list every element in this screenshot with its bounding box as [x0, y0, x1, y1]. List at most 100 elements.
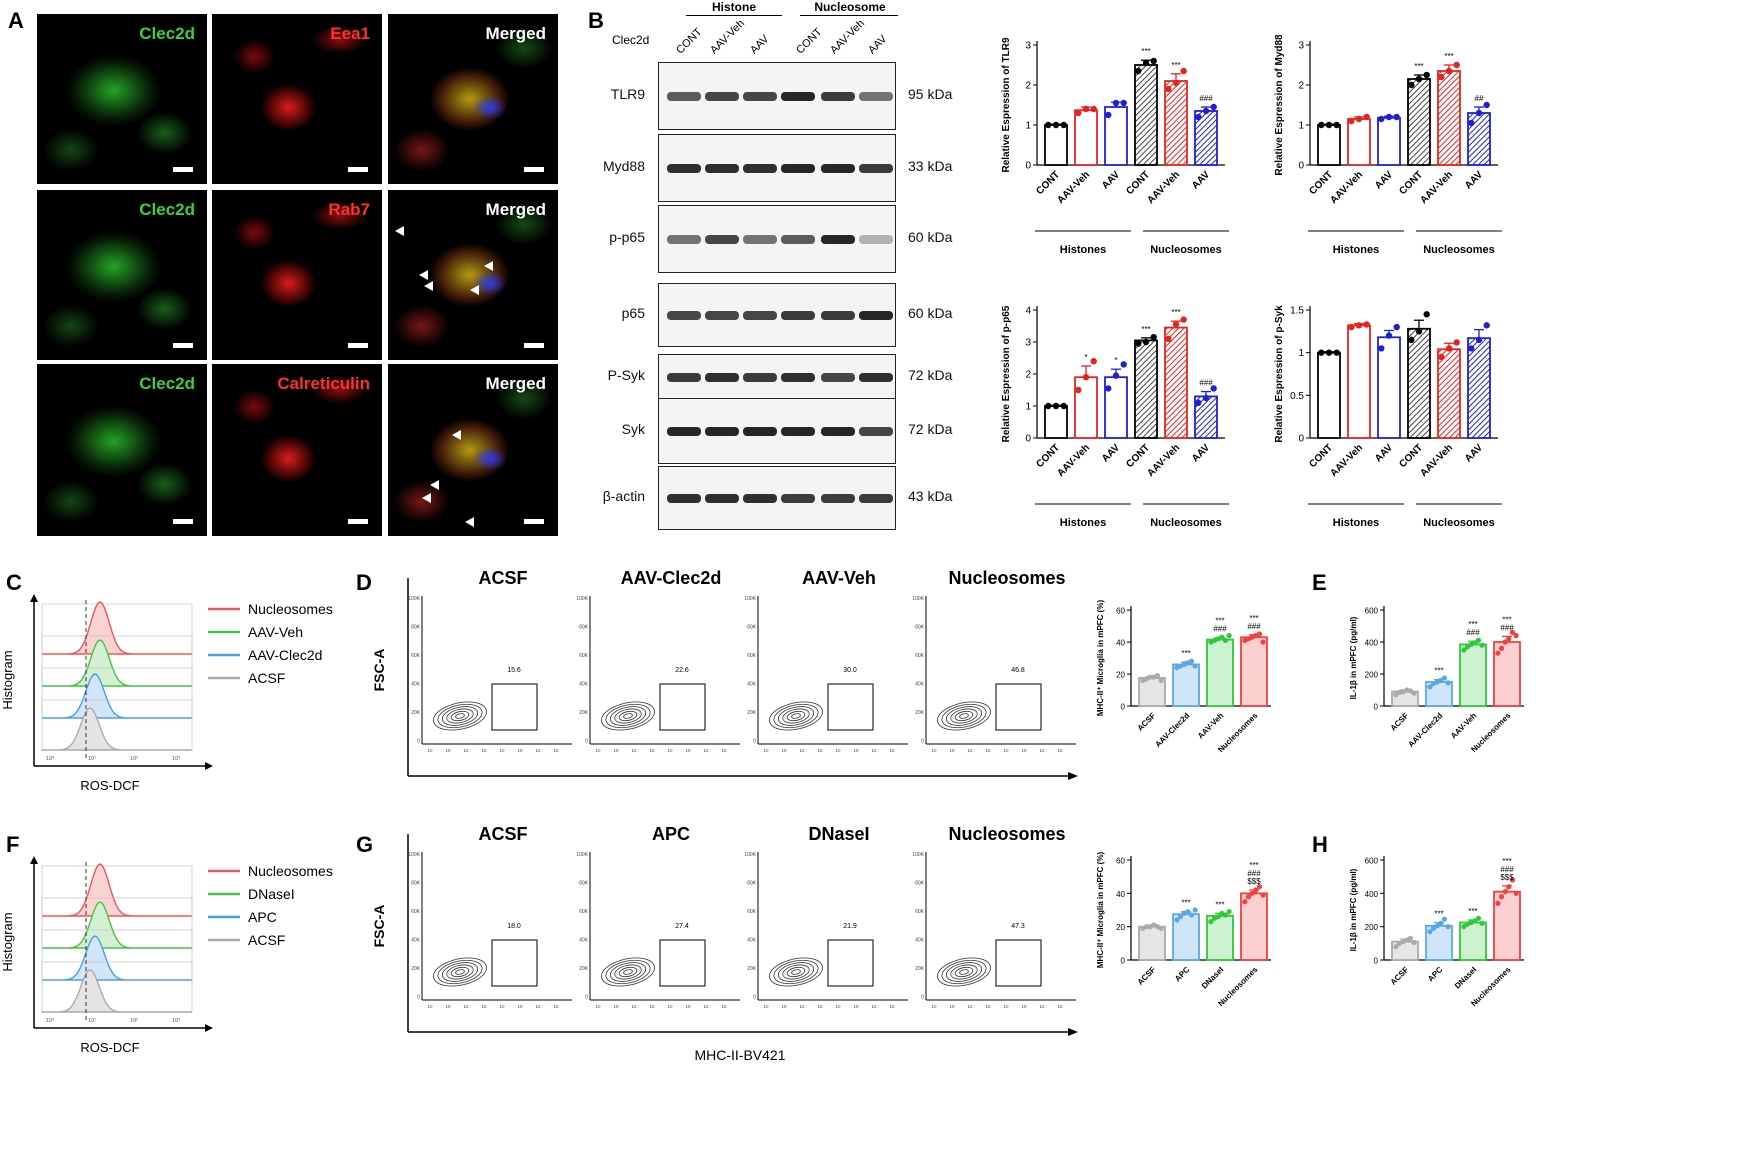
y-tick-label: 400	[1365, 890, 1379, 899]
contour	[609, 706, 647, 726]
data-point	[1415, 75, 1423, 83]
data-point	[1222, 912, 1229, 918]
flow-x-tick: 10	[817, 1004, 823, 1009]
data-point	[1348, 323, 1355, 331]
blot-band	[743, 427, 777, 436]
blot-kda: 72 kDa	[908, 367, 953, 383]
arrowhead-marker	[465, 517, 474, 527]
significance-mark: $$$	[1500, 873, 1514, 882]
y-tick-label: 3	[1025, 338, 1031, 349]
data-point	[1090, 105, 1097, 113]
y-axis-label: IL-1β in mPFC (pg/ml)	[1349, 616, 1358, 699]
gate-box	[491, 939, 538, 987]
flow-x-tick: 10	[799, 748, 805, 753]
flow-x-tick: 10	[685, 1004, 691, 1009]
data-point	[1393, 323, 1400, 331]
data-point	[1260, 892, 1266, 898]
x-category-label: AAV	[1373, 169, 1395, 191]
data-point	[1210, 103, 1217, 111]
contour	[455, 713, 465, 719]
blot-band	[705, 164, 739, 173]
data-point	[1415, 328, 1423, 335]
data-point	[1165, 85, 1172, 93]
x-category-label: AAV-Veh	[1449, 711, 1479, 741]
significance-mark: ***	[1434, 667, 1443, 676]
y-tick-label: 200	[1365, 671, 1379, 680]
flow-title: Nucleosomes	[948, 568, 1065, 588]
flow-x-tick: 10	[871, 748, 877, 753]
flow-y-tick: 20K	[915, 966, 925, 972]
chart-p-p65: 0 1 2 3 4 Relative Espression of p-p65 CONT * AA…	[1001, 305, 1229, 529]
gate-box	[995, 939, 1042, 987]
significance-mark: *	[1114, 356, 1117, 365]
data-point	[1202, 394, 1210, 402]
flow-y-tick: 100K	[744, 852, 756, 858]
significance-mark: ***	[1502, 857, 1511, 866]
flow-x-tick: 10	[553, 1004, 559, 1009]
data-point	[1158, 677, 1164, 683]
y-tick-label: 0	[1374, 703, 1379, 712]
scale-bar	[173, 167, 193, 172]
legend-label: APC	[248, 909, 277, 925]
blot-band	[859, 235, 893, 244]
y-axis-label: MHC-II⁺ Microglia in mPFC (%)	[1096, 600, 1105, 717]
data-point	[1378, 345, 1385, 352]
x-category-label: AAV-Veh	[1418, 442, 1455, 479]
data-point	[1195, 113, 1202, 121]
blot-kda: 33 kDa	[908, 158, 953, 174]
blot-strip-5	[658, 354, 896, 400]
scale-bar	[348, 343, 368, 348]
y-tick-label: 0	[1298, 434, 1304, 445]
data-point	[1112, 372, 1120, 379]
data-point	[1411, 690, 1417, 696]
scale-bar	[173, 343, 193, 348]
contour	[623, 969, 633, 975]
flow-y-tick: 100K	[408, 852, 420, 858]
flow-g: ACSF 100K 80K 60K 40K 20K 0 10 10 10 10 10 10 10 10 18.…	[371, 824, 1078, 1060]
data-point	[1495, 900, 1501, 906]
data-point	[1479, 642, 1485, 648]
bar	[1164, 326, 1188, 439]
group-label: Nucleosomes	[1150, 244, 1222, 256]
flow-x-tick: 10	[631, 748, 637, 753]
histogram-f: 10⁰ 10¹ 10² 10³ Nucleosomes DNaseI APC ACSF Hist…	[0, 856, 333, 1055]
flow-y-tick: 20K	[747, 710, 757, 716]
data-point	[1483, 101, 1490, 109]
significance-mark: ***	[1215, 617, 1224, 626]
contour	[605, 959, 651, 985]
flow-x-tick: 10	[799, 1004, 805, 1009]
data-point	[1180, 67, 1187, 75]
blot-lane-label: AAV	[866, 33, 890, 57]
group-label: Nucleosomes	[1423, 517, 1495, 529]
legend-label: Nucleosomes	[248, 863, 333, 879]
flow-y-tick: 0	[921, 738, 924, 744]
bar	[1437, 348, 1461, 439]
significance-mark: $$$	[1247, 877, 1261, 886]
contour	[450, 966, 470, 978]
flow-x-tick: 10	[931, 1004, 937, 1009]
histogram-frame	[41, 961, 193, 1013]
bar	[1377, 116, 1401, 166]
data-point	[1318, 121, 1325, 129]
y-tick-label: 2	[1025, 81, 1031, 92]
scale-bar	[348, 519, 368, 524]
data-point	[1355, 115, 1363, 123]
micrograph-label-r1-c2: Eea1	[330, 24, 370, 43]
micrograph-r2-c1: Clec2d	[37, 190, 207, 360]
y-tick-label: 0	[1025, 434, 1031, 445]
x-category-label: AAV-Clec2d	[1153, 711, 1191, 749]
flow-x-label: MHC-II-BV421	[694, 791, 785, 792]
x-category-label: APC	[1426, 965, 1444, 983]
x-category-label: AAV-Veh	[1328, 442, 1365, 479]
x-category-label: DNaseI	[1453, 965, 1479, 991]
panel-label-g: G	[356, 832, 374, 857]
micrograph-label-r1-c1: Clec2d	[139, 24, 195, 43]
panel-label-f: F	[6, 832, 20, 857]
flow-title: Nucleosomes	[948, 824, 1065, 844]
data-point	[1147, 674, 1153, 680]
flow-y-tick: 100K	[408, 596, 420, 602]
data-point	[1475, 915, 1482, 921]
contour	[446, 708, 474, 724]
contour	[773, 959, 819, 985]
